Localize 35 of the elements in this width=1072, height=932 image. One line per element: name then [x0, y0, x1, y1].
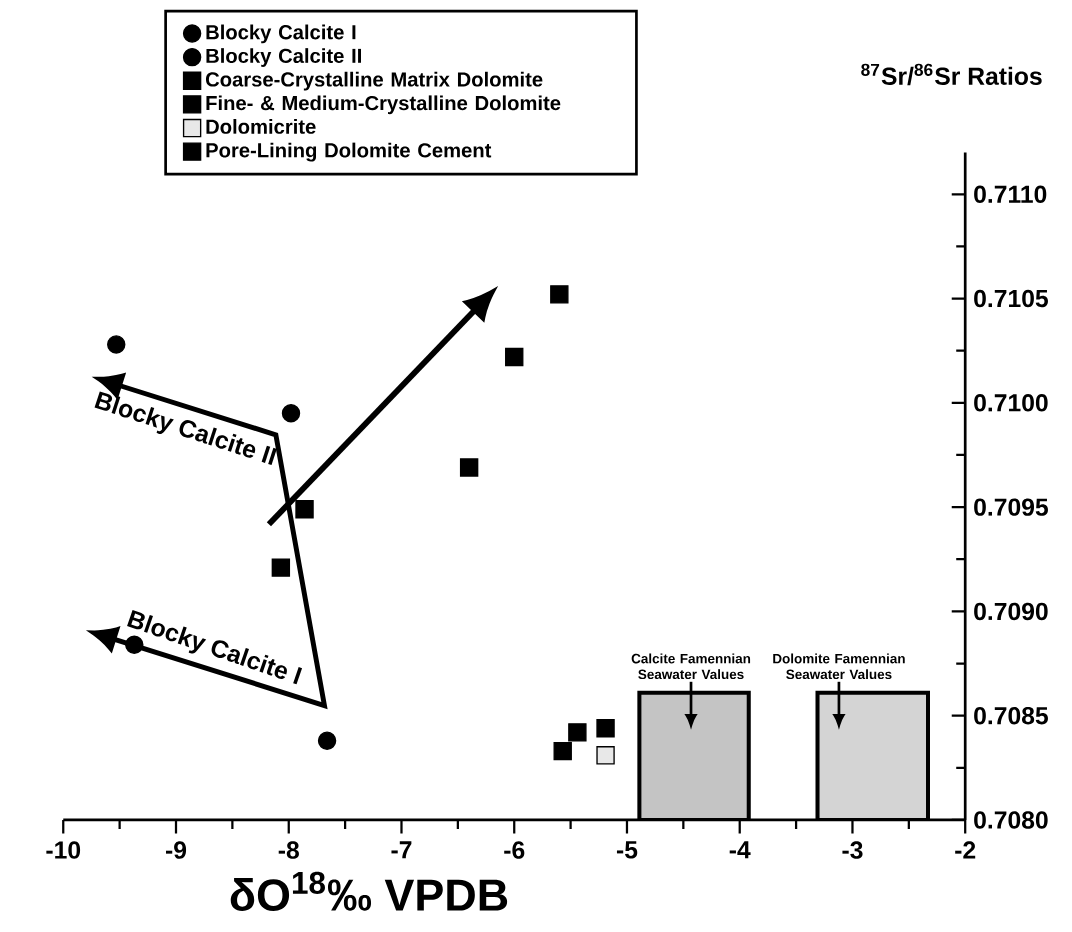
y-tick-label: 0.7090 [974, 602, 1048, 621]
point [107, 335, 126, 354]
x-tick-label: -10 [46, 841, 81, 860]
y-tick-label: 0.7080 [974, 811, 1048, 829]
y-axis-title: $^{87}$Sr/$^{86}$Sr Ratios [861, 63, 1042, 86]
y-tick-label: 0.7085 [974, 707, 1048, 725]
y-tick-label: 0.7100 [974, 394, 1048, 412]
point [568, 723, 587, 742]
legend-label: Pore-Lining Dolomite Cement [206, 142, 492, 162]
point [317, 731, 337, 751]
x-tick-label: -6 [504, 841, 525, 860]
y-tick-label: 0.7110 [974, 185, 1047, 204]
point [553, 742, 572, 761]
annotation: Calcite Famennian Seawater Values [631, 653, 751, 680]
point [550, 285, 569, 304]
point [596, 719, 615, 738]
x-tick-label: -4 [729, 841, 751, 859]
x-axis-title: δO$^{18}$‰ VPDB [230, 871, 508, 912]
x-tick-label: -8 [278, 841, 299, 860]
x-tick-label: -2 [955, 841, 976, 859]
x-tick-label: -9 [165, 841, 187, 860]
y-tick-label: 0.7105 [974, 290, 1048, 308]
x-tick-label: -3 [842, 841, 863, 860]
point [596, 746, 615, 765]
legend-label: Blocky Calcite II [206, 48, 361, 68]
legend-label: Coarse-Crystalline Matrix Dolomite [205, 72, 543, 91]
legend-label: Fine- & Medium-Crystalline Dolomite [206, 95, 561, 115]
x-tick-label: -5 [616, 841, 638, 859]
annotation: Dolomite Famennian Seawater Values [773, 653, 905, 680]
point [271, 558, 291, 578]
point [505, 347, 524, 367]
x-tick-label: -7 [391, 841, 412, 859]
legend-label: Blocky Calcite I [206, 24, 356, 44]
y-tick-label: 0.7095 [974, 498, 1048, 517]
legend-label: Dolomicrite [206, 119, 316, 135]
